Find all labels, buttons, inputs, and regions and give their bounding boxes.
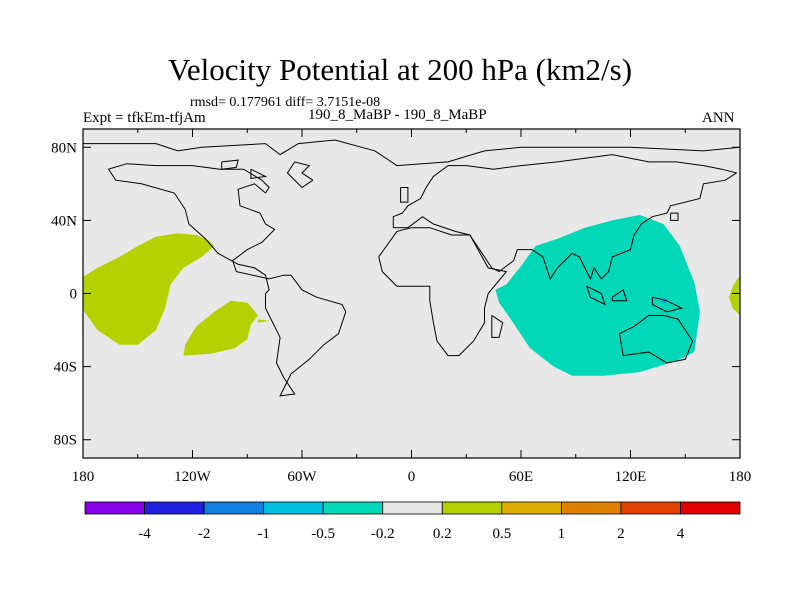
colorbar-label: -2 (198, 526, 211, 542)
colorbar-box-9 (620, 501, 681, 515)
colorbar-label: 2 (617, 526, 625, 542)
coastline-11 (611, 289, 628, 302)
chart-title: Velocity Potential at 200 hPa (km2/s) (167, 52, 633, 87)
colorbar-box-2 (203, 501, 265, 515)
contour-region-4 (495, 214, 700, 376)
case-label: 190_8_MaBP - 190_8_MaBP (308, 107, 487, 123)
coastline-3 (107, 163, 347, 397)
contour-region-2 (258, 319, 270, 323)
coastline-1 (221, 159, 239, 170)
coastline-4 (286, 161, 314, 189)
coastline-8 (619, 314, 694, 364)
colorbar-box-1 (144, 501, 205, 515)
x-tick-label: 0 (408, 469, 416, 485)
x-tick-label: 60E (509, 469, 533, 485)
colorbar-label: -0.5 (311, 526, 335, 542)
y-tick-label: 40S (54, 360, 77, 376)
colorbar-label: 4 (677, 526, 685, 542)
y-tick-label: 80N (51, 140, 77, 156)
colorbar-box-3 (263, 501, 324, 515)
contour-region-0 (83, 233, 215, 345)
colorbar-box-5 (382, 501, 443, 515)
x-tick-label: 60W (287, 469, 317, 485)
coastline-7 (491, 314, 504, 338)
coastline-9 (670, 212, 679, 221)
y-tick-label: 0 (70, 287, 78, 303)
colorbar-label: 1 (558, 526, 566, 542)
x-tick-label: 120E (615, 469, 647, 485)
y-tick-label: 80S (54, 433, 77, 449)
colorbar-label: -4 (138, 526, 151, 542)
stats-label: rmsd= 0.177961 diff= 3.7151e-08 (190, 95, 381, 110)
colorbar-box-8 (560, 501, 622, 515)
colorbar-box-7 (501, 501, 562, 515)
colorbar-label: 0.5 (492, 526, 511, 542)
colorbar-box-10 (680, 501, 741, 515)
colorbar-box-6 (441, 501, 503, 515)
colorbar-label: -0.2 (371, 526, 395, 542)
colorbar-box-0 (84, 501, 145, 515)
x-tick-label: 120W (174, 469, 212, 485)
contour-region-1 (183, 300, 259, 356)
coastline-13 (400, 187, 409, 203)
contour-region-3 (729, 275, 740, 316)
colorbar-label: 0.2 (433, 526, 452, 542)
coastline-10 (586, 285, 606, 306)
coastline-6 (378, 227, 508, 357)
y-tick-label: 40N (51, 213, 77, 229)
coastline-0 (83, 139, 740, 167)
expt-label: Expt = tfkEm-tfjAm (83, 110, 206, 126)
coastline-5 (392, 154, 738, 281)
colorbar-label: -1 (257, 526, 270, 542)
colorbar-box-4 (322, 501, 384, 515)
x-tick-label: 180 (729, 469, 752, 485)
season-label: ANN (702, 110, 735, 126)
coastline-12 (651, 296, 684, 313)
x-tick-label: 180 (72, 469, 95, 485)
